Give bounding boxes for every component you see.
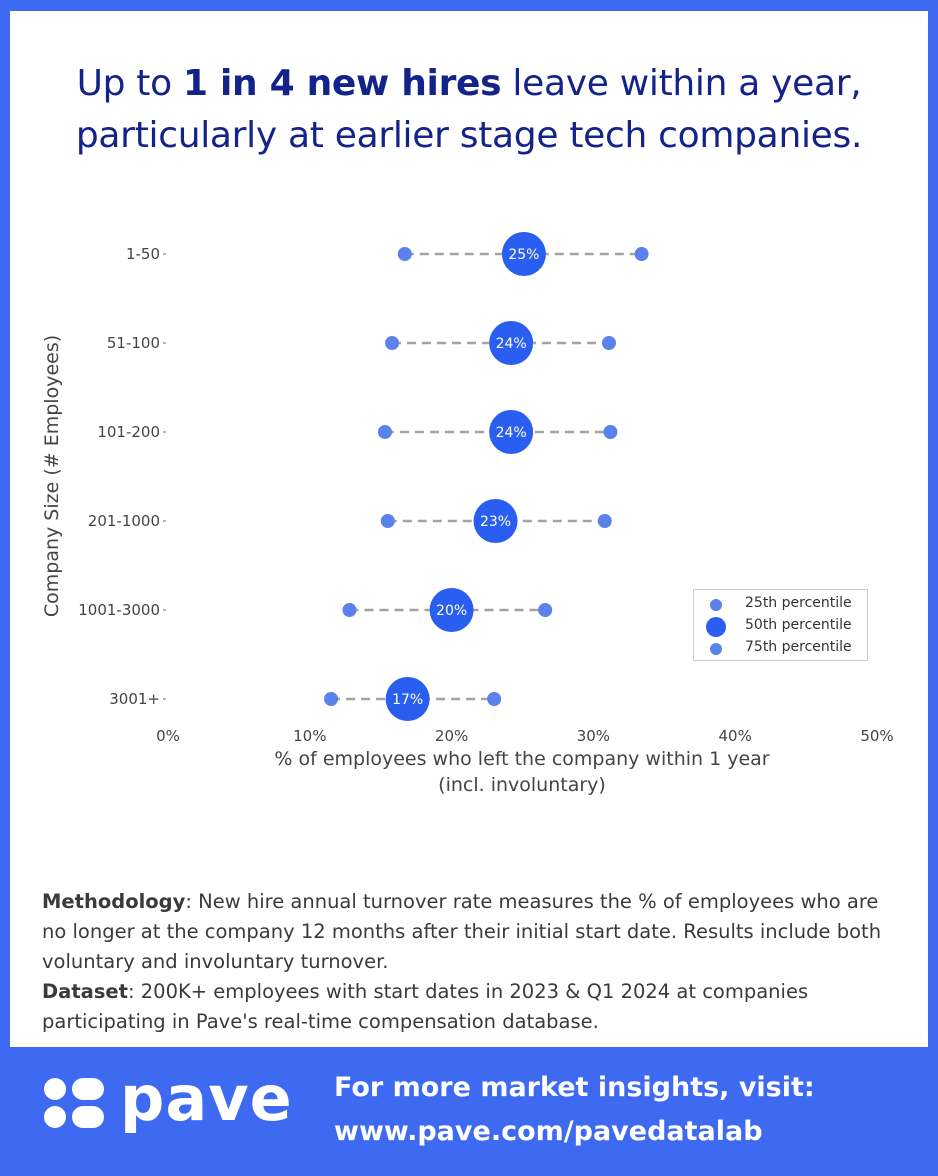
footer-bar bbox=[0, 1047, 938, 1176]
x-tick-label: 50% bbox=[860, 727, 893, 745]
legend-label-p75: 75th percentile bbox=[745, 639, 852, 655]
content-card bbox=[10, 11, 928, 1047]
y-tick-label: 3001+ bbox=[109, 690, 160, 708]
median-label: 23% bbox=[480, 514, 511, 530]
y-tick-label: 101-200 bbox=[97, 423, 160, 441]
footer-cta: For more market insights, visit: www.pav… bbox=[334, 1066, 815, 1154]
methodology-text: : New hire annual turnover rate measures… bbox=[42, 890, 882, 973]
methodology-note: Methodology: New hire annual turnover ra… bbox=[42, 887, 902, 1037]
x-axis-title-line2: (incl. involuntary) bbox=[438, 774, 606, 796]
y-tick-label: 1-50 bbox=[126, 245, 160, 263]
y-axis-title: Company Size (# Employees) bbox=[41, 335, 63, 617]
page-title: Up to 1 in 4 new hires leave within a ye… bbox=[10, 58, 928, 162]
p50-point bbox=[385, 677, 430, 721]
p75-point bbox=[597, 514, 612, 528]
y-tick-label: 1001-3000 bbox=[78, 601, 160, 619]
legend-label-p50: 50th percentile bbox=[745, 617, 852, 633]
p75-point bbox=[603, 425, 618, 439]
dataset-label: Dataset bbox=[42, 980, 128, 1003]
p50-point bbox=[489, 321, 534, 365]
p25-point bbox=[385, 336, 400, 350]
p25-point bbox=[342, 603, 357, 617]
pave-logo-icon bbox=[44, 1078, 104, 1128]
x-tick-label: 40% bbox=[719, 727, 752, 745]
p50-point bbox=[429, 588, 474, 632]
x-tick-label: 20% bbox=[435, 727, 468, 745]
cta-line1: For more market insights, visit: bbox=[334, 1072, 815, 1103]
p25-point bbox=[380, 514, 395, 528]
legend-dot-p75 bbox=[710, 643, 722, 655]
methodology-label: Methodology bbox=[42, 890, 186, 913]
median-label: 24% bbox=[496, 425, 527, 441]
y-tick-label: 201-1000 bbox=[88, 512, 160, 530]
x-axis-title-line1: % of employees who left the company with… bbox=[274, 748, 769, 770]
dataset-text: : 200K+ employees with start dates in 20… bbox=[42, 980, 809, 1033]
p25-point bbox=[324, 692, 339, 706]
title-part1: Up to bbox=[76, 63, 183, 104]
legend-item-p50: 50th percentile bbox=[694, 615, 869, 637]
legend-item-p75: 75th percentile bbox=[694, 637, 869, 659]
legend-item-p25: 25th percentile bbox=[694, 593, 869, 615]
cta-link[interactable]: www.pave.com/pavedatalab bbox=[334, 1116, 763, 1147]
p50-point bbox=[501, 232, 546, 276]
median-label: 20% bbox=[436, 603, 467, 619]
chart-legend: 25th percentile 50th percentile 75th per… bbox=[693, 589, 868, 661]
legend-label-p25: 25th percentile bbox=[745, 595, 852, 611]
p75-point bbox=[538, 603, 553, 617]
p25-point bbox=[397, 247, 412, 261]
x-tick-label: 0% bbox=[156, 727, 180, 745]
median-label: 25% bbox=[508, 247, 539, 263]
brand-wordmark: pave bbox=[120, 1062, 293, 1135]
title-part2: leave within a year, bbox=[501, 63, 862, 104]
title-highlight: 1 in 4 new hires bbox=[183, 63, 502, 104]
p50-point bbox=[473, 499, 518, 543]
median-label: 24% bbox=[496, 336, 527, 352]
legend-dot-p50 bbox=[706, 617, 726, 637]
p50-point bbox=[489, 410, 534, 454]
x-tick-label: 30% bbox=[577, 727, 610, 745]
median-label: 17% bbox=[392, 692, 423, 708]
p75-point bbox=[601, 336, 616, 350]
p75-point bbox=[634, 247, 649, 261]
p75-point bbox=[487, 692, 502, 706]
legend-dot-p25 bbox=[710, 599, 722, 611]
x-tick-label: 10% bbox=[293, 727, 326, 745]
p25-point bbox=[377, 425, 392, 439]
y-tick-label: 51-100 bbox=[107, 334, 160, 352]
title-line2: particularly at earlier stage tech compa… bbox=[75, 115, 863, 156]
